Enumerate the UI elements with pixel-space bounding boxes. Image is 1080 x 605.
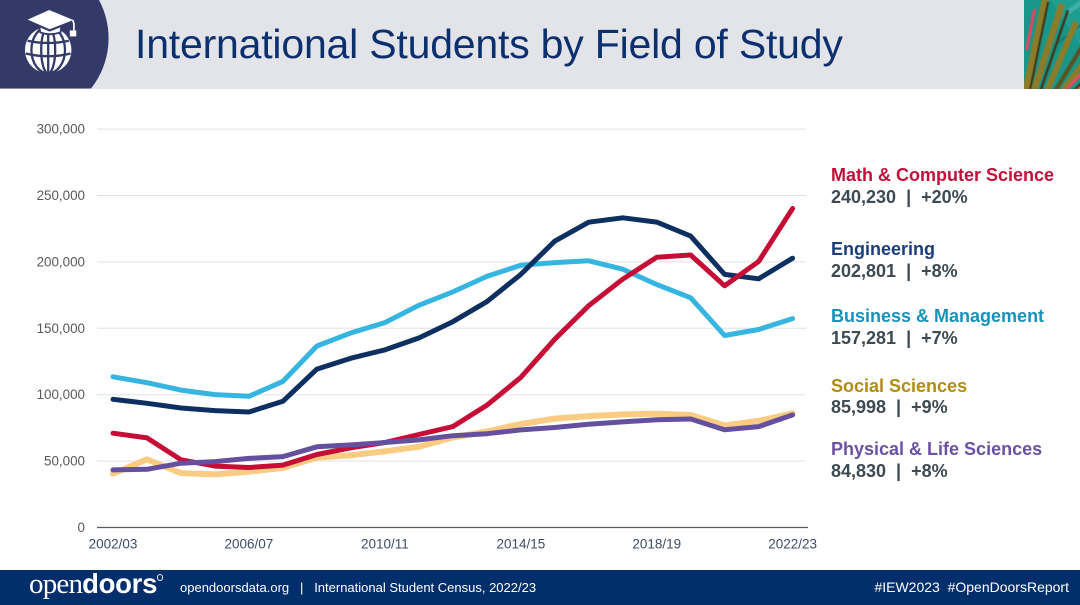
svg-text:2002/03: 2002/03 [89,537,138,552]
svg-text:50,000: 50,000 [44,454,85,469]
svg-text:2014/15: 2014/15 [496,537,545,552]
svg-text:150,000: 150,000 [37,321,85,336]
svg-text:2010/11: 2010/11 [361,537,409,552]
svg-text:250,000: 250,000 [37,188,85,203]
svg-text:2018/19: 2018/19 [632,537,681,552]
svg-text:200,000: 200,000 [37,254,85,269]
svg-text:100,000: 100,000 [37,387,85,402]
svg-text:0: 0 [78,520,85,535]
svg-text:300,000: 300,000 [37,122,85,137]
svg-text:2022/23: 2022/23 [768,537,817,552]
svg-text:2006/07: 2006/07 [224,537,273,552]
